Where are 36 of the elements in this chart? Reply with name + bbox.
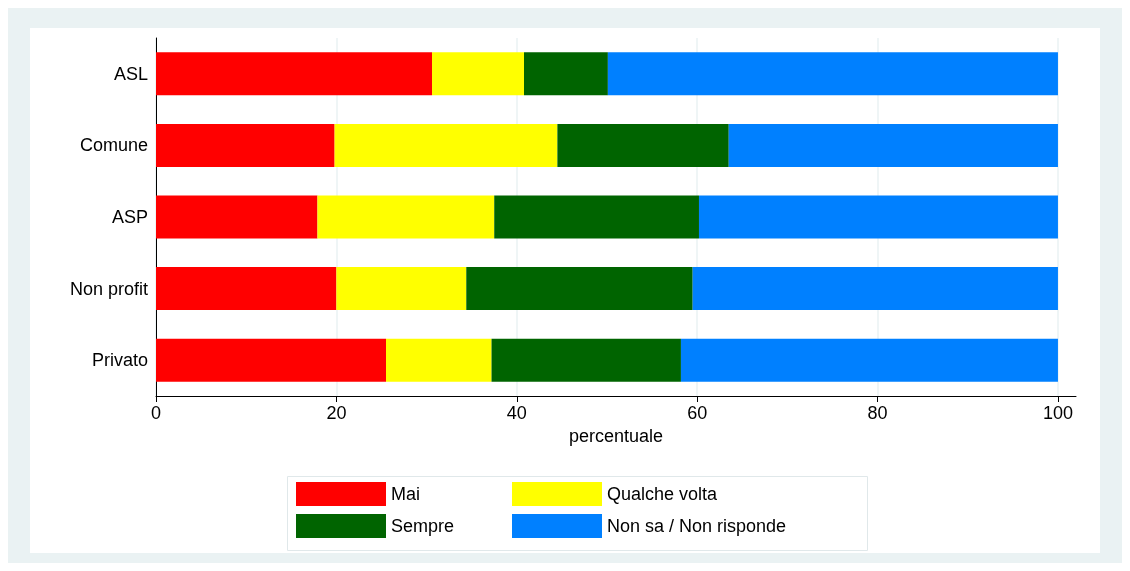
- bar: [466, 267, 693, 311]
- bar: [156, 123, 335, 167]
- bar: [698, 195, 1058, 239]
- y-tick-label: ASP: [111, 207, 148, 227]
- bar: [336, 267, 467, 311]
- x-tick-label: 80: [867, 403, 888, 423]
- x-axis-title: percentuale: [568, 425, 664, 446]
- x-tick-label: 60: [687, 403, 708, 423]
- bar: [680, 338, 1058, 382]
- bar: [386, 338, 492, 382]
- bar: [728, 123, 1058, 167]
- x-tick-label: 0: [150, 403, 162, 423]
- legend-label: Mai: [391, 484, 421, 504]
- bar: [317, 195, 495, 239]
- x-tick-label: 100: [1042, 403, 1073, 423]
- bar: [557, 123, 729, 167]
- y-tick-label: ASL: [113, 63, 148, 84]
- bar: [494, 195, 699, 239]
- bar: [156, 338, 386, 382]
- legend-label: Non sa / Non risponde: [607, 516, 787, 536]
- legend-label: Qualche volta: [607, 484, 719, 504]
- y-tick-label: Non profit: [69, 278, 148, 299]
- bar: [432, 52, 524, 96]
- bar: [607, 52, 1058, 96]
- x-tick-label: 40: [506, 403, 527, 423]
- bar: [156, 267, 337, 311]
- y-tick-label: Comune: [79, 135, 148, 156]
- bar: [524, 52, 608, 96]
- bar: [156, 195, 318, 239]
- bar: [334, 123, 558, 167]
- bar: [491, 338, 681, 382]
- bar: [156, 52, 432, 96]
- x-tick-label: 20: [326, 403, 347, 423]
- legend-label: Sempre: [391, 516, 455, 536]
- y-tick-label: Privato: [91, 350, 148, 371]
- bar: [692, 267, 1058, 311]
